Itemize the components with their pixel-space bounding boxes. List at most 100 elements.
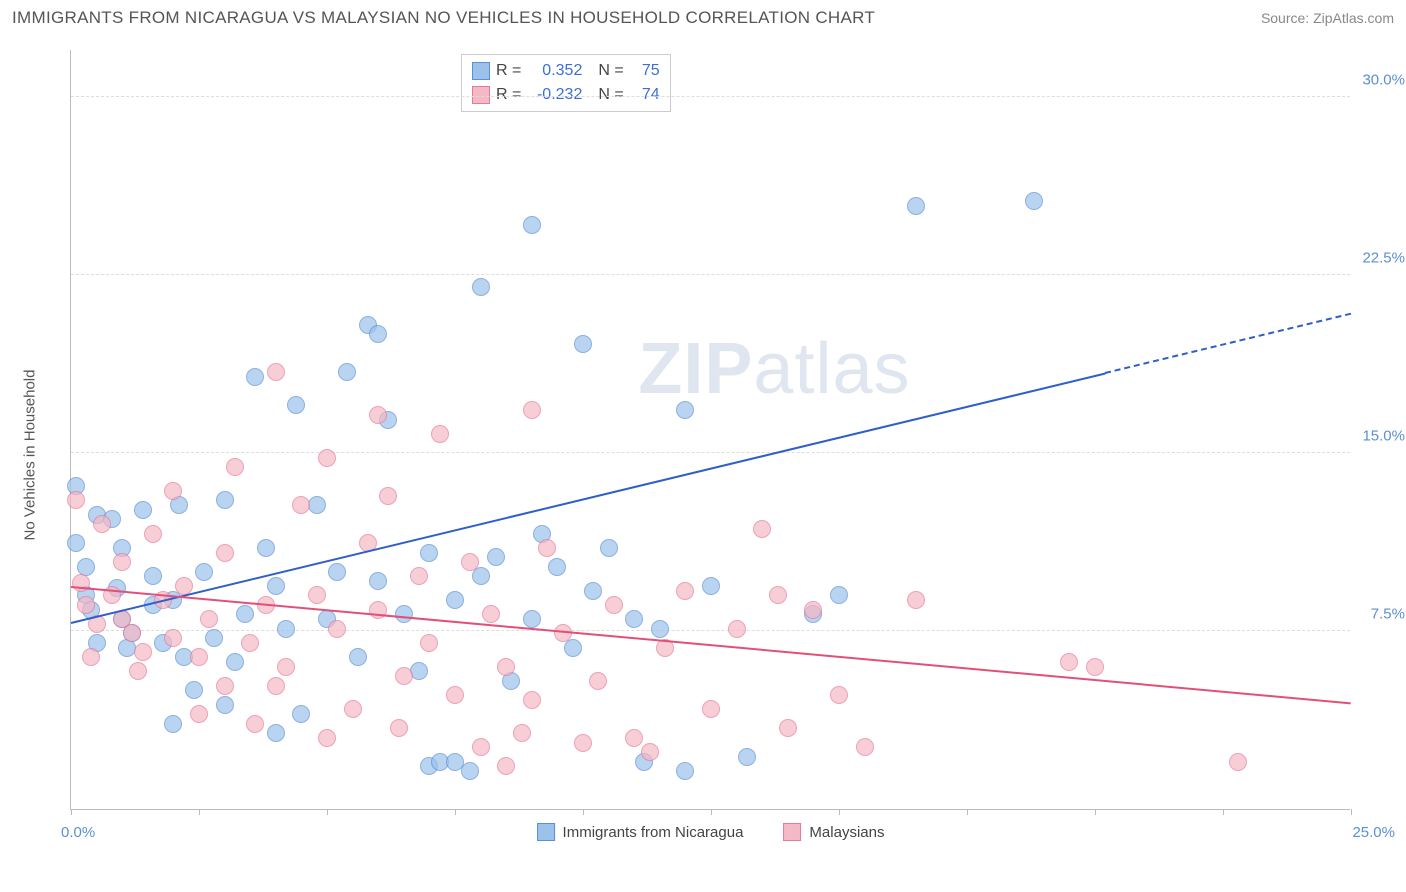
scatter-point-nicaragua xyxy=(523,216,541,234)
scatter-point-malaysians xyxy=(676,582,694,600)
scatter-point-malaysians xyxy=(390,719,408,737)
scatter-point-nicaragua xyxy=(574,335,592,353)
scatter-point-nicaragua xyxy=(236,605,254,623)
x-tick xyxy=(839,809,840,815)
scatter-point-malaysians xyxy=(497,757,515,775)
scatter-point-malaysians xyxy=(379,487,397,505)
scatter-point-nicaragua xyxy=(1025,192,1043,210)
scatter-point-malaysians xyxy=(728,620,746,638)
gridline-h xyxy=(71,96,1350,97)
scatter-point-nicaragua xyxy=(216,696,234,714)
scatter-point-malaysians xyxy=(267,677,285,695)
scatter-point-nicaragua xyxy=(257,539,275,557)
scatter-point-nicaragua xyxy=(226,653,244,671)
scatter-point-malaysians xyxy=(461,553,479,571)
scatter-point-nicaragua xyxy=(676,401,694,419)
scatter-point-malaysians xyxy=(907,591,925,609)
x-axis-start-label: 0.0% xyxy=(61,824,95,841)
scatter-point-malaysians xyxy=(513,724,531,742)
scatter-point-malaysians xyxy=(134,643,152,661)
scatter-point-malaysians xyxy=(420,634,438,652)
scatter-point-malaysians xyxy=(77,596,95,614)
scatter-point-malaysians xyxy=(1060,653,1078,671)
stats-row-nicaragua: R =0.352N =75 xyxy=(472,59,660,83)
scatter-point-nicaragua xyxy=(738,748,756,766)
scatter-point-malaysians xyxy=(856,738,874,756)
scatter-point-malaysians xyxy=(241,634,259,652)
gridline-h xyxy=(71,630,1350,631)
x-tick xyxy=(1351,809,1352,815)
scatter-point-malaysians xyxy=(395,667,413,685)
scatter-point-malaysians xyxy=(200,610,218,628)
scatter-point-malaysians xyxy=(538,539,556,557)
scatter-point-nicaragua xyxy=(292,705,310,723)
scatter-point-malaysians xyxy=(589,672,607,690)
scatter-point-nicaragua xyxy=(67,534,85,552)
x-tick xyxy=(327,809,328,815)
gridline-h xyxy=(71,452,1350,453)
scatter-point-nicaragua xyxy=(523,610,541,628)
scatter-point-malaysians xyxy=(605,596,623,614)
regression-line xyxy=(71,586,1351,704)
stats-legend: R =0.352N =75R =-0.232N =74 xyxy=(461,54,671,112)
scatter-point-malaysians xyxy=(93,515,111,533)
scatter-point-nicaragua xyxy=(651,620,669,638)
scatter-point-nicaragua xyxy=(472,278,490,296)
y-tick-label: 30.0% xyxy=(1362,71,1405,88)
source-link[interactable]: ZipAtlas.com xyxy=(1313,10,1394,26)
scatter-point-malaysians xyxy=(277,658,295,676)
scatter-point-nicaragua xyxy=(600,539,618,557)
scatter-point-malaysians xyxy=(216,677,234,695)
scatter-point-nicaragua xyxy=(461,762,479,780)
x-tick xyxy=(1095,809,1096,815)
scatter-point-nicaragua xyxy=(420,544,438,562)
x-tick xyxy=(455,809,456,815)
scatter-point-nicaragua xyxy=(308,496,326,514)
scatter-point-malaysians xyxy=(267,363,285,381)
scatter-point-nicaragua xyxy=(446,591,464,609)
scatter-point-malaysians xyxy=(113,553,131,571)
scatter-point-malaysians xyxy=(1086,658,1104,676)
scatter-point-malaysians xyxy=(67,491,85,509)
scatter-point-malaysians xyxy=(72,574,90,592)
scatter-point-malaysians xyxy=(308,586,326,604)
scatter-point-malaysians xyxy=(702,700,720,718)
scatter-point-nicaragua xyxy=(267,724,285,742)
scatter-point-malaysians xyxy=(641,743,659,761)
scatter-point-malaysians xyxy=(144,525,162,543)
scatter-point-malaysians xyxy=(779,719,797,737)
scatter-point-nicaragua xyxy=(267,577,285,595)
series-legend: Immigrants from NicaraguaMalaysians xyxy=(537,823,885,841)
scatter-point-nicaragua xyxy=(548,558,566,576)
scatter-point-malaysians xyxy=(472,738,490,756)
x-tick xyxy=(967,809,968,815)
scatter-point-nicaragua xyxy=(144,567,162,585)
scatter-point-nicaragua xyxy=(676,762,694,780)
x-axis-end-label: 25.0% xyxy=(1352,824,1395,841)
scatter-point-nicaragua xyxy=(830,586,848,604)
scatter-point-malaysians xyxy=(82,648,100,666)
scatter-point-malaysians xyxy=(804,601,822,619)
scatter-point-nicaragua xyxy=(77,558,95,576)
scatter-point-malaysians xyxy=(1229,753,1247,771)
correlation-chart: No Vehicles in Household ZIPatlas R =0.3… xyxy=(40,50,1390,860)
scatter-point-malaysians xyxy=(344,700,362,718)
scatter-point-nicaragua xyxy=(338,363,356,381)
scatter-point-malaysians xyxy=(190,648,208,666)
scatter-point-nicaragua xyxy=(625,610,643,628)
x-tick xyxy=(711,809,712,815)
source-attribution: Source: ZipAtlas.com xyxy=(1261,10,1394,26)
y-axis-label: No Vehicles in Household xyxy=(22,370,39,541)
x-tick xyxy=(199,809,200,815)
scatter-point-malaysians xyxy=(190,705,208,723)
legend-item: Malaysians xyxy=(783,823,884,841)
scatter-point-malaysians xyxy=(769,586,787,604)
scatter-point-malaysians xyxy=(164,482,182,500)
header: IMMIGRANTS FROM NICARAGUA VS MALAYSIAN N… xyxy=(12,8,1394,28)
swatch-icon xyxy=(472,62,490,80)
scatter-point-nicaragua xyxy=(369,572,387,590)
scatter-point-malaysians xyxy=(216,544,234,562)
scatter-point-nicaragua xyxy=(134,501,152,519)
scatter-point-nicaragua xyxy=(395,605,413,623)
scatter-point-nicaragua xyxy=(164,715,182,733)
